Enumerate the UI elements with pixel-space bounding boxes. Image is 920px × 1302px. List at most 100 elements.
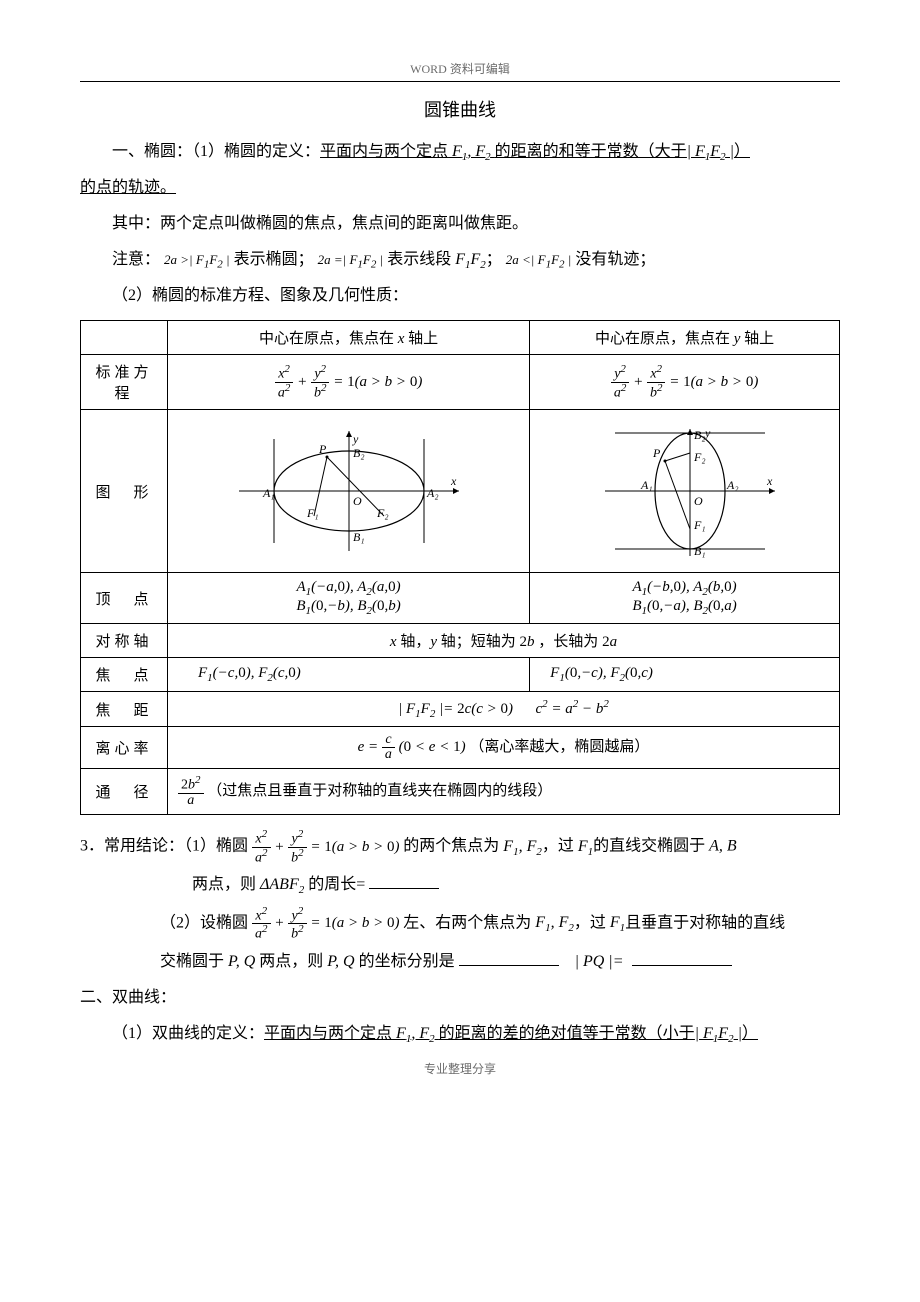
note-b-txt: 表示线段 bbox=[387, 251, 451, 268]
ellipse-definition: 一、椭圆：（1）椭圆的定义：平面内与两个定点 F1, F2 的距离的和等于常数（… bbox=[80, 136, 840, 168]
hyper-def-lead: （1）双曲线的定义： bbox=[112, 1025, 264, 1042]
focus-x: F1(−c,0), F2(c,0) bbox=[168, 658, 530, 692]
lbl-y: y bbox=[352, 432, 359, 446]
def-absf1f2: | F1F2 | bbox=[687, 143, 734, 160]
lbl-B1b: B₁ bbox=[694, 544, 706, 558]
hyper-definition: （1）双曲线的定义：平面内与两个定点 F1, F2 的距离的差的绝对值等于常数（… bbox=[80, 1018, 840, 1050]
def-text-3: ） bbox=[734, 143, 750, 160]
lbl-O2: O bbox=[694, 494, 703, 508]
lbl-x: x bbox=[450, 474, 457, 488]
c2-l2b: 两点，则 bbox=[259, 953, 323, 970]
lbl-F1: F₁ bbox=[306, 506, 319, 520]
blank-perimeter[interactable] bbox=[369, 872, 439, 889]
lbl-A1b: A₁ bbox=[640, 478, 653, 492]
lbl-F2b: F₂ bbox=[693, 450, 706, 464]
hyper-def-text: 平面内与两个定点 bbox=[264, 1025, 392, 1042]
vertex-y: A1(−b,0), A2(b,0) B1(0,−a), B2(0,a) bbox=[530, 573, 840, 624]
c1-txt3: 的直线交椭圆于 bbox=[593, 838, 705, 855]
lbl-P: P bbox=[318, 442, 327, 456]
lbl-A2: A₂ bbox=[426, 486, 439, 500]
lbl-A1: A₁ bbox=[262, 486, 275, 500]
head-x: 中心在原点，焦点在 x 轴上 bbox=[168, 321, 530, 355]
ecc-txt: e = ca (0 < e < 1) （离心率越大，椭圆越扁） bbox=[168, 727, 840, 769]
note-b-seg: F1F2 bbox=[455, 251, 486, 268]
fig-x: P y x O A₁ A₂ B₂ B₁ F₁ F₂ bbox=[168, 410, 530, 573]
focaldist-txt: | F1F2 |= 2c(c > 0) c2 = a2 − b2 bbox=[168, 692, 840, 727]
row-vertex: 顶 点 bbox=[81, 573, 168, 624]
c2-l2c: 的坐标分别是 bbox=[359, 953, 455, 970]
c1-l2b: 的周长= bbox=[308, 876, 365, 893]
def-f1f2: F1, F2 bbox=[448, 143, 495, 160]
c2-txt1: 左、右两个焦点为 bbox=[403, 914, 531, 931]
lbl-x2: x bbox=[766, 474, 773, 488]
table-row: 离心率 e = ca (0 < e < 1) （离心率越大，椭圆越扁） bbox=[81, 727, 840, 769]
lbl-B2b: B₂ bbox=[694, 428, 706, 442]
table-row: 中心在原点，焦点在 x 轴上 中心在原点，焦点在 y 轴上 bbox=[81, 321, 840, 355]
head-y: 中心在原点，焦点在 y 轴上 bbox=[530, 321, 840, 355]
def-line2: 其中：两个定点叫做椭圆的焦点，焦点间的距离叫做焦距。 bbox=[80, 208, 840, 240]
hyper-heading: 二、双曲线： bbox=[80, 982, 840, 1014]
c2-l2a: 交椭圆于 bbox=[160, 953, 224, 970]
latus-txt: 2b2a （过焦点且垂直于对称轴的直线夹在椭圆内的线段） bbox=[168, 769, 840, 815]
lbl-F2: F₂ bbox=[376, 506, 389, 520]
lbl-B2: B₂ bbox=[353, 446, 365, 460]
fig-y: P y x O A₁ A₂ B₂ B₁ F₂ F₁ bbox=[530, 410, 840, 573]
table-row: 对称轴 x 轴，y 轴；短轴为 2b ，长轴为 2a bbox=[81, 624, 840, 658]
conclusion-1-line2: 两点，则 ΔABF2 的周长= bbox=[80, 869, 840, 901]
conclusion-2: （2）设椭圆 x2a2 + y2b2 = 1(a > b > 0) 左、右两个焦… bbox=[80, 906, 840, 942]
def-trail: 的点的轨迹。 bbox=[80, 172, 840, 204]
row-fig: 图 形 bbox=[81, 410, 168, 573]
note-c-txt: 没有轨迹； bbox=[575, 251, 655, 268]
page-header: WORD 资料可编辑 bbox=[80, 60, 840, 82]
c2-txt2: ，过 bbox=[574, 914, 606, 931]
c2-txt3: 且垂直于对称轴的直线 bbox=[625, 914, 785, 931]
page-footer: 专业整理分享 bbox=[80, 1060, 840, 1077]
blank-pq[interactable] bbox=[632, 949, 732, 966]
c2-lead: （2）设椭圆 bbox=[160, 914, 248, 931]
table-row: 焦 距 | F1F2 |= 2c(c > 0) c2 = a2 − b2 bbox=[81, 692, 840, 727]
hyper-def-text2: 的距离的差的绝对值等于常数（小于 bbox=[439, 1025, 695, 1042]
lbl-O: O bbox=[353, 494, 362, 508]
def-text-2: 的距离的和等于常数（大于 bbox=[495, 143, 687, 160]
row-ecc: 离心率 bbox=[81, 727, 168, 769]
row-focaldist: 焦 距 bbox=[81, 692, 168, 727]
def-prefix: 一、椭圆：（1）椭圆的定义： bbox=[112, 143, 320, 160]
conclusion-2-line2: 交椭圆于 P, Q 两点，则 P, Q 的坐标分别是 | PQ |= bbox=[80, 946, 840, 978]
focus-y: F1(0,−c), F2(0,c) bbox=[530, 658, 840, 692]
vertex-x: A1(−a,0), A2(a,0) B1(0,−b), B2(0,b) bbox=[168, 573, 530, 624]
page-title: 圆锥曲线 bbox=[80, 96, 840, 122]
note-a: 2a >| F1F2 | bbox=[164, 252, 230, 267]
std-x: x2a2 + y2b2 = 1(a > b > 0) bbox=[168, 355, 530, 410]
section-2: （2）椭圆的标准方程、图象及几何性质： bbox=[80, 280, 840, 312]
axis-txt: x 轴，y 轴；短轴为 2b ，长轴为 2a bbox=[168, 624, 840, 658]
note-prefix: 注意： bbox=[112, 251, 160, 268]
note-b: 2a =| F1F2 | bbox=[318, 252, 384, 267]
table-row: 通 径 2b2a （过焦点且垂直于对称轴的直线夹在椭圆内的线段） bbox=[81, 769, 840, 815]
c1-txt1: 的两个焦点为 bbox=[403, 838, 499, 855]
hyper-def-text3: ） bbox=[742, 1025, 758, 1042]
table-row: 图 形 P y x O bbox=[81, 410, 840, 573]
ellipse-table: 中心在原点，焦点在 x 轴上 中心在原点，焦点在 y 轴上 标准方程 x2a2 … bbox=[80, 320, 840, 815]
row-latus: 通 径 bbox=[81, 769, 168, 815]
th-blank bbox=[81, 321, 168, 355]
table-row: 标准方程 x2a2 + y2b2 = 1(a > b > 0) y2a2 + x… bbox=[81, 355, 840, 410]
lbl-B1: B₁ bbox=[353, 530, 365, 544]
std-y: y2a2 + x2b2 = 1(a > b > 0) bbox=[530, 355, 840, 410]
blank-coords[interactable] bbox=[459, 949, 559, 966]
lbl-P2: P bbox=[652, 446, 661, 460]
c1-lead: 3．常用结论：（1）椭圆 bbox=[80, 838, 248, 855]
table-row: 焦 点 F1(−c,0), F2(c,0) F1(0,−c), F2(0,c) bbox=[81, 658, 840, 692]
conclusion-1: 3．常用结论：（1）椭圆 x2a2 + y2b2 = 1(a > b > 0) … bbox=[80, 829, 840, 865]
row-focus: 焦 点 bbox=[81, 658, 168, 692]
c1-txt2: ，过 bbox=[542, 838, 574, 855]
ellipse-x-svg: P y x O A₁ A₂ B₂ B₁ F₁ F₂ bbox=[219, 421, 479, 561]
table-row: 顶 点 A1(−a,0), A2(a,0) B1(0,−b), B2(0,b) … bbox=[81, 573, 840, 624]
note-c: 2a <| F1F2 | bbox=[506, 252, 572, 267]
lbl-F1b: F₁ bbox=[693, 518, 706, 532]
ellipse-y-svg: P y x O A₁ A₂ B₂ B₁ F₂ F₁ bbox=[575, 421, 795, 561]
def-text-1: 平面内与两个定点 bbox=[320, 143, 448, 160]
lbl-A2b: A₂ bbox=[726, 478, 739, 492]
row-std: 标准方程 bbox=[81, 355, 168, 410]
note-a-txt: 表示椭圆； bbox=[234, 251, 314, 268]
page: WORD 资料可编辑 圆锥曲线 一、椭圆：（1）椭圆的定义：平面内与两个定点 F… bbox=[0, 0, 920, 1117]
